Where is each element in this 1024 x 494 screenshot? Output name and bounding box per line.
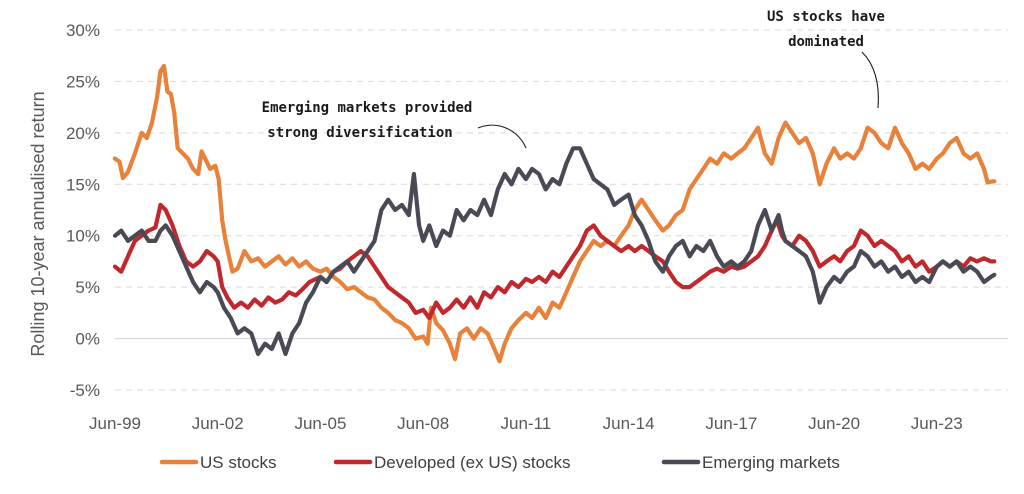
annotation-us-stocks: US stocks have dominated [767, 9, 885, 109]
y-tick-label: 25% [66, 72, 100, 91]
y-tick-label: 10% [66, 227, 100, 246]
annotation-us-line-1: US stocks have [767, 9, 885, 25]
x-tick-label: Jun-11 [501, 414, 552, 433]
y-tick-label: 5% [75, 278, 100, 297]
legend-label-emerging-markets: Emerging markets [702, 453, 840, 472]
y-tick-label: 20% [66, 124, 100, 143]
x-tick-label: Jun-23 [911, 414, 963, 433]
y-axis-title: Rolling 10-year annualised return [28, 91, 48, 356]
series-lines [112, 63, 997, 364]
series-line-us-stocks [112, 63, 997, 364]
annotation-em-line-2: strong diversification [267, 125, 452, 141]
legend-label-us-stocks: US stocks [200, 453, 277, 472]
annotation-us-line-2: dominated [788, 34, 864, 50]
annotation-em-arrow [477, 124, 527, 149]
x-tick-label: Jun-02 [192, 414, 244, 433]
x-tick-label: Jun-17 [705, 414, 757, 433]
x-tick-label: Jun-14 [603, 414, 655, 433]
series-line-emerging-markets [112, 146, 997, 357]
y-tick-label: 15% [66, 175, 100, 194]
y-tick-label: -5% [70, 381, 100, 400]
annotation-em-line-1: Emerging markets provided [262, 100, 473, 116]
gridlines [115, 29, 1008, 391]
legend: US stocks Developed (ex US) stocks Emergin… [159, 453, 840, 472]
x-tick-label: Jun-08 [397, 414, 449, 433]
y-axis-ticks: 30% 25% 20% 15% 10% 5% 0% -5% [66, 21, 100, 400]
y-tick-label: 0% [75, 330, 100, 349]
annotation-us-arrow [861, 51, 879, 109]
legend-label-developed-ex-us-stocks: Developed (ex US) stocks [374, 453, 571, 472]
x-axis-ticks: Jun-99 Jun-02 Jun-05 Jun-08 Jun-11 Jun-14 Jun-… [89, 414, 963, 433]
series-line-developed-ex-us-stocks [112, 202, 997, 321]
y-tick-label: 30% [66, 21, 100, 40]
x-tick-label: Jun-20 [808, 414, 860, 433]
x-tick-label: Jun-99 [89, 414, 141, 433]
x-tick-label: Jun-05 [294, 414, 346, 433]
annotation-emerging-markets: Emerging markets provided strong diversi… [262, 100, 527, 149]
